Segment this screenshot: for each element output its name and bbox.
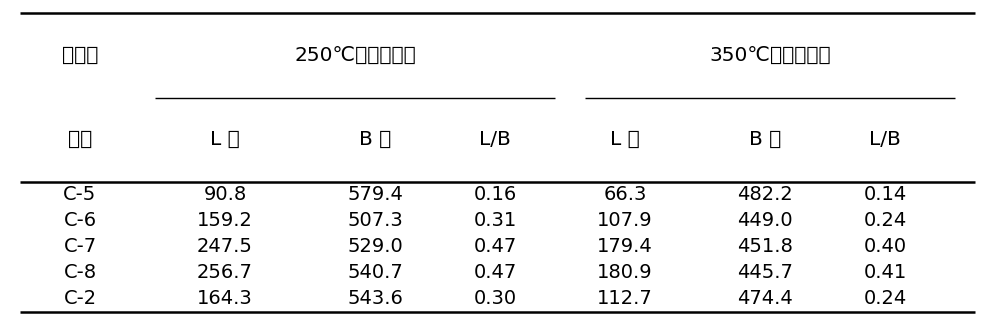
Text: 159.2: 159.2 [197, 212, 253, 230]
Text: B 酸: B 酸 [359, 130, 391, 149]
Text: 0.16: 0.16 [473, 186, 517, 204]
Text: 540.7: 540.7 [347, 264, 403, 282]
Text: 529.0: 529.0 [347, 238, 403, 256]
Text: 350℃（峰面积）: 350℃（峰面积） [709, 46, 831, 65]
Text: 0.31: 0.31 [473, 212, 517, 230]
Text: C-5: C-5 [63, 186, 97, 204]
Text: L 酸: L 酸 [610, 130, 640, 149]
Text: 0.47: 0.47 [473, 264, 517, 282]
Text: C-2: C-2 [63, 290, 97, 308]
Text: 编号: 编号 [68, 130, 92, 149]
Text: L/B: L/B [479, 130, 511, 149]
Text: 179.4: 179.4 [597, 238, 653, 256]
Text: 451.8: 451.8 [737, 238, 793, 256]
Text: 0.41: 0.41 [863, 264, 907, 282]
Text: 0.14: 0.14 [863, 186, 907, 204]
Text: 90.8: 90.8 [203, 186, 247, 204]
Text: 0.24: 0.24 [863, 212, 907, 230]
Text: C-8: C-8 [63, 264, 97, 282]
Text: B 酸: B 酸 [749, 130, 781, 149]
Text: 0.24: 0.24 [863, 290, 907, 308]
Text: L 酸: L 酸 [210, 130, 240, 149]
Text: 579.4: 579.4 [347, 186, 403, 204]
Text: 0.40: 0.40 [863, 238, 907, 256]
Text: 66.3: 66.3 [603, 186, 647, 204]
Text: 112.7: 112.7 [597, 290, 653, 308]
Text: 445.7: 445.7 [737, 264, 793, 282]
Text: 507.3: 507.3 [347, 212, 403, 230]
Text: 0.30: 0.30 [473, 290, 517, 308]
Text: 247.5: 247.5 [197, 238, 253, 256]
Text: 474.4: 474.4 [737, 290, 793, 308]
Text: 482.2: 482.2 [737, 186, 793, 204]
Text: 449.0: 449.0 [737, 212, 793, 230]
Text: 0.47: 0.47 [473, 238, 517, 256]
Text: 256.7: 256.7 [197, 264, 253, 282]
Text: 164.3: 164.3 [197, 290, 253, 308]
Text: 543.6: 543.6 [347, 290, 403, 308]
Text: 催化剂: 催化剂 [62, 46, 98, 65]
Text: 250℃（峰面积）: 250℃（峰面积） [294, 46, 416, 65]
Text: 107.9: 107.9 [597, 212, 653, 230]
Text: 180.9: 180.9 [597, 264, 653, 282]
Text: L/B: L/B [869, 130, 901, 149]
Text: C-7: C-7 [63, 238, 97, 256]
Text: C-6: C-6 [63, 212, 97, 230]
